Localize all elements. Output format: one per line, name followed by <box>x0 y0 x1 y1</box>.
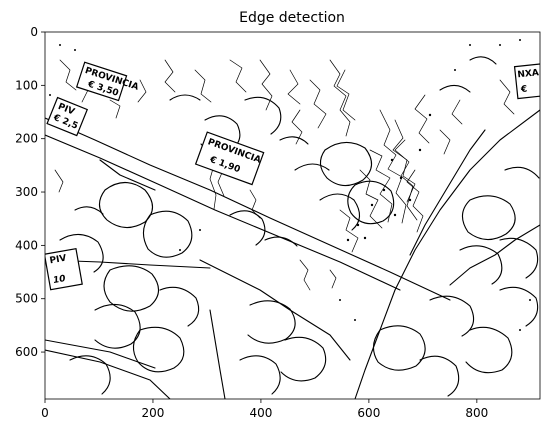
crate-edge <box>45 349 171 399</box>
crate-edge <box>99 159 156 191</box>
price-sign: PIV € 2,5 <box>46 96 89 137</box>
x-axis: 0 200 400 600 800 <box>41 399 488 420</box>
y-tick-label: 400 <box>15 238 38 252</box>
price-sign: PIV 10 <box>45 247 83 291</box>
y-tick-label: 200 <box>15 132 38 146</box>
crate-edge <box>354 109 540 399</box>
price-sign-line1: NXA <box>517 68 539 80</box>
crate-edge <box>45 117 451 301</box>
crate-edge <box>409 129 486 256</box>
crate-edge <box>199 259 351 361</box>
y-tick-label: 300 <box>15 185 38 199</box>
x-tick-label: 0 <box>41 406 49 420</box>
y-tick-label: 500 <box>15 292 38 306</box>
y-tick-label: 100 <box>15 78 38 92</box>
x-tick-label: 600 <box>357 406 380 420</box>
figure-title: Edge detection <box>239 10 345 26</box>
price-sign: NXA € <box>513 63 540 100</box>
y-tick-label: 600 <box>15 345 38 359</box>
crate-edge <box>45 339 156 369</box>
y-tick-label: 0 <box>30 25 38 39</box>
price-sign-line2: € <box>520 85 528 96</box>
noise-specks <box>49 39 531 331</box>
x-tick-label: 200 <box>142 406 165 420</box>
x-tick-label: 800 <box>465 406 488 420</box>
fruit-outlines <box>59 56 540 397</box>
edge-image: PROVINCIA € 3,50 PROVINCIA € 1,90 PIV € … <box>45 32 540 399</box>
price-sign-line2: 10 <box>52 274 66 286</box>
crate-edge <box>209 309 226 399</box>
crate-edge <box>45 134 401 291</box>
y-axis: 0 100 200 300 400 500 600 <box>15 25 45 359</box>
axes-frame <box>44 31 541 400</box>
price-sign-line1: PIV <box>49 254 67 267</box>
price-sign: PROVINCIA € 1,90 <box>194 131 265 186</box>
crate-edge <box>449 224 540 286</box>
x-tick-label: 400 <box>249 406 272 420</box>
